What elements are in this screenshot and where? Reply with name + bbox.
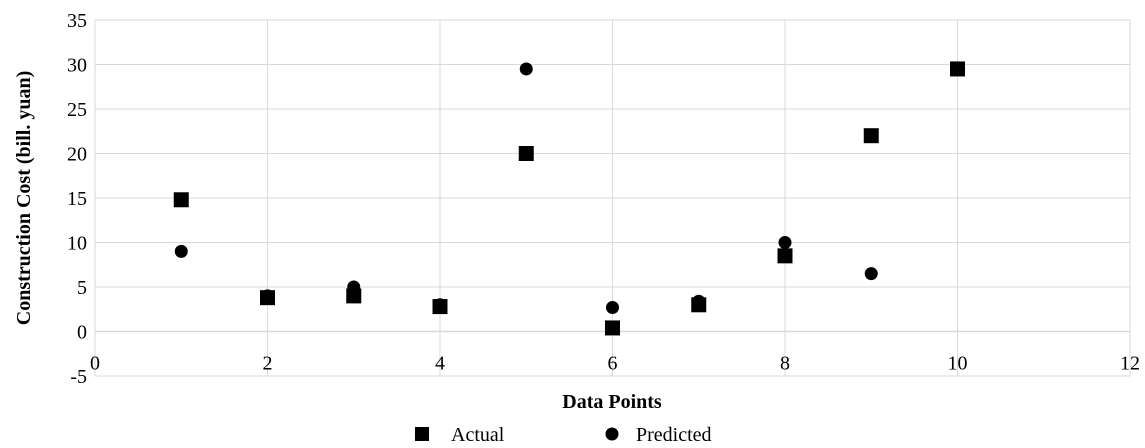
y-tick-label: 20 — [67, 144, 87, 166]
actual-point — [777, 248, 793, 264]
x-tick-label: 12 — [1120, 353, 1140, 375]
grid-lines — [94, 19, 1131, 377]
data-markers — [173, 61, 965, 336]
legend-actual-label: Actual — [451, 424, 505, 446]
actual-point — [863, 128, 879, 144]
legend-predicted-marker — [605, 427, 619, 441]
predicted-point — [347, 280, 361, 294]
y-tick-label: 30 — [67, 55, 87, 77]
predicted-point — [433, 298, 447, 312]
predicted-point — [692, 294, 706, 308]
y-axis-title: Construction Cost (bill. yuan) — [13, 71, 35, 325]
y-tick-label: -5 — [70, 366, 87, 388]
y-tick-label: 5 — [77, 277, 87, 299]
legend: Actual Predicted — [415, 424, 712, 446]
actual-point — [173, 192, 189, 208]
actual-point — [605, 320, 620, 336]
y-tick-label: 25 — [67, 99, 87, 121]
x-tick-label: 10 — [948, 353, 968, 375]
x-tick-label: 6 — [608, 353, 618, 375]
y-tick-label: 0 — [77, 322, 87, 344]
predicted-point — [519, 62, 533, 76]
y-tick-label: 35 — [67, 10, 87, 32]
x-tick-label: 2 — [263, 353, 273, 375]
x-tick-label: 8 — [780, 353, 790, 375]
x-axis-title: Data Points — [562, 391, 662, 413]
predicted-point — [951, 62, 964, 76]
x-tick-label: 4 — [435, 353, 445, 375]
y-tick-label: 10 — [67, 233, 87, 255]
y-tick-label: 15 — [67, 188, 87, 210]
predicted-point — [261, 289, 274, 303]
predicted-point — [606, 300, 619, 314]
x-tick-label: 0 — [90, 353, 100, 375]
actual-point — [518, 146, 534, 161]
predicted-point — [778, 236, 792, 249]
predicted-point — [174, 244, 188, 258]
legend-predicted-label: Predicted — [636, 424, 712, 446]
predicted-point — [864, 267, 878, 281]
legend-actual-marker — [415, 427, 429, 441]
